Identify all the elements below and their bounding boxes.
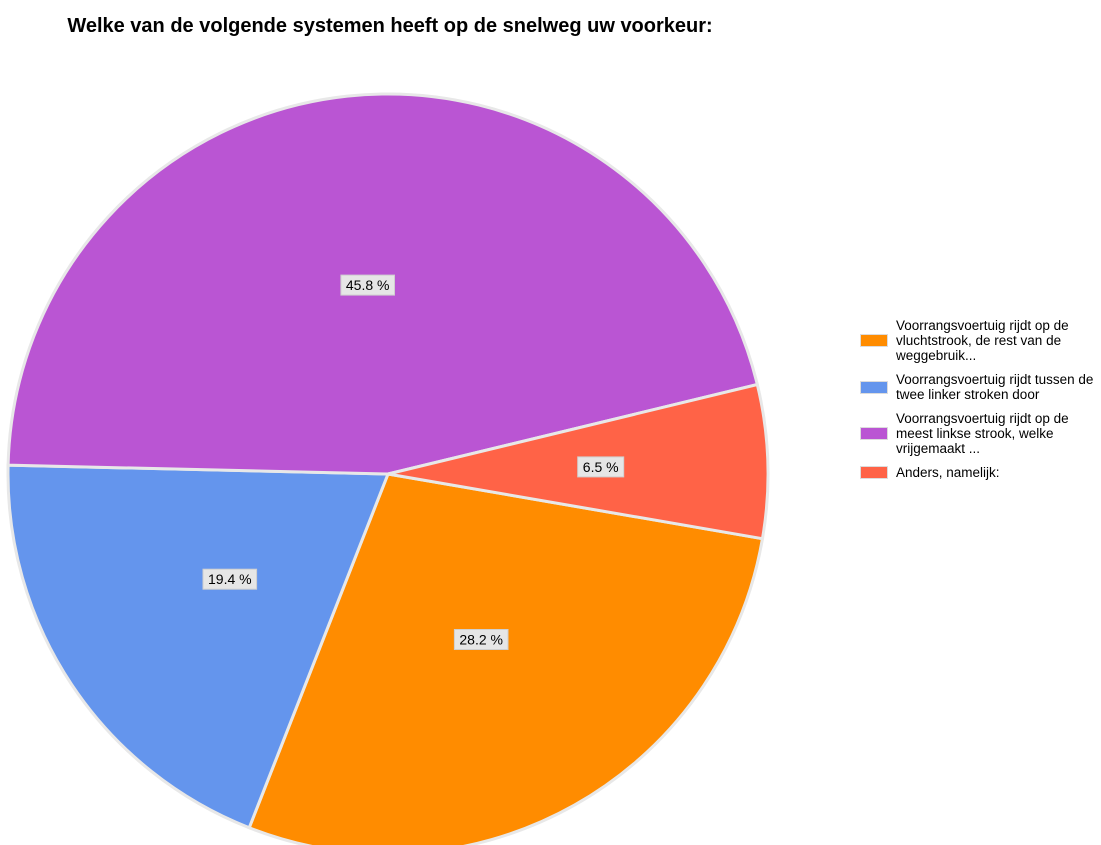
legend-item-anders: Anders, namelijk: (860, 465, 1100, 480)
legend: Voorrangsvoertuig rijdt op de vluchtstro… (860, 318, 1100, 489)
data-label-box-linkse-strook (340, 274, 395, 296)
data-label-box-anders (577, 456, 625, 478)
legend-swatch-tussen-stroken (860, 380, 888, 394)
legend-item-linkse-strook: Voorrangsvoertuig rijdt op de meest link… (860, 411, 1100, 456)
pie-slice-vluchtstrook (247, 472, 765, 845)
chart-title: Welke van de volgende systemen heeft op … (67, 15, 713, 37)
data-label-text-vluchtstrook: 28.2 % (459, 632, 503, 648)
legend-label-anders: Anders, namelijk: (896, 465, 1000, 480)
data-label-anders: 6.5 % (577, 456, 625, 478)
legend-label-tussen-stroken: Voorrangsvoertuig rijdt tussen de twee l… (896, 372, 1094, 402)
data-label-text-anders: 6.5 % (583, 459, 619, 475)
data-labels: 28.2 % 19.4 % 45.8 % 6.5 % (202, 274, 625, 650)
pie-slices (6, 92, 770, 845)
data-label-text-linkse-strook: 45.8 % (346, 277, 390, 293)
legend-swatch-anders (860, 466, 888, 479)
legend-label-linkse-strook: Voorrangsvoertuig rijdt op de meest link… (896, 411, 1069, 456)
data-label-tussen-stroken: 19.4 % (202, 568, 258, 590)
legend-label-vluchtstrook: Voorrangsvoertuig rijdt op de vluchtstro… (896, 318, 1069, 363)
data-label-linkse-strook: 45.8 % (340, 274, 395, 296)
data-label-text-tussen-stroken: 19.4 % (208, 571, 252, 587)
data-label-vluchtstrook: 28.2 % (453, 629, 509, 650)
data-label-box-tussen-stroken (202, 568, 258, 590)
legend-swatch-linkse-strook (860, 427, 888, 440)
legend-swatch-vluchtstrook (860, 334, 888, 347)
pie-slice-tussen-stroken (6, 463, 391, 830)
legend-item-vluchtstrook: Voorrangsvoertuig rijdt op de vluchtstro… (860, 318, 1100, 363)
legend-item-tussen-stroken: Voorrangsvoertuig rijdt tussen de twee l… (860, 372, 1100, 402)
data-label-box-vluchtstrook (453, 629, 509, 650)
